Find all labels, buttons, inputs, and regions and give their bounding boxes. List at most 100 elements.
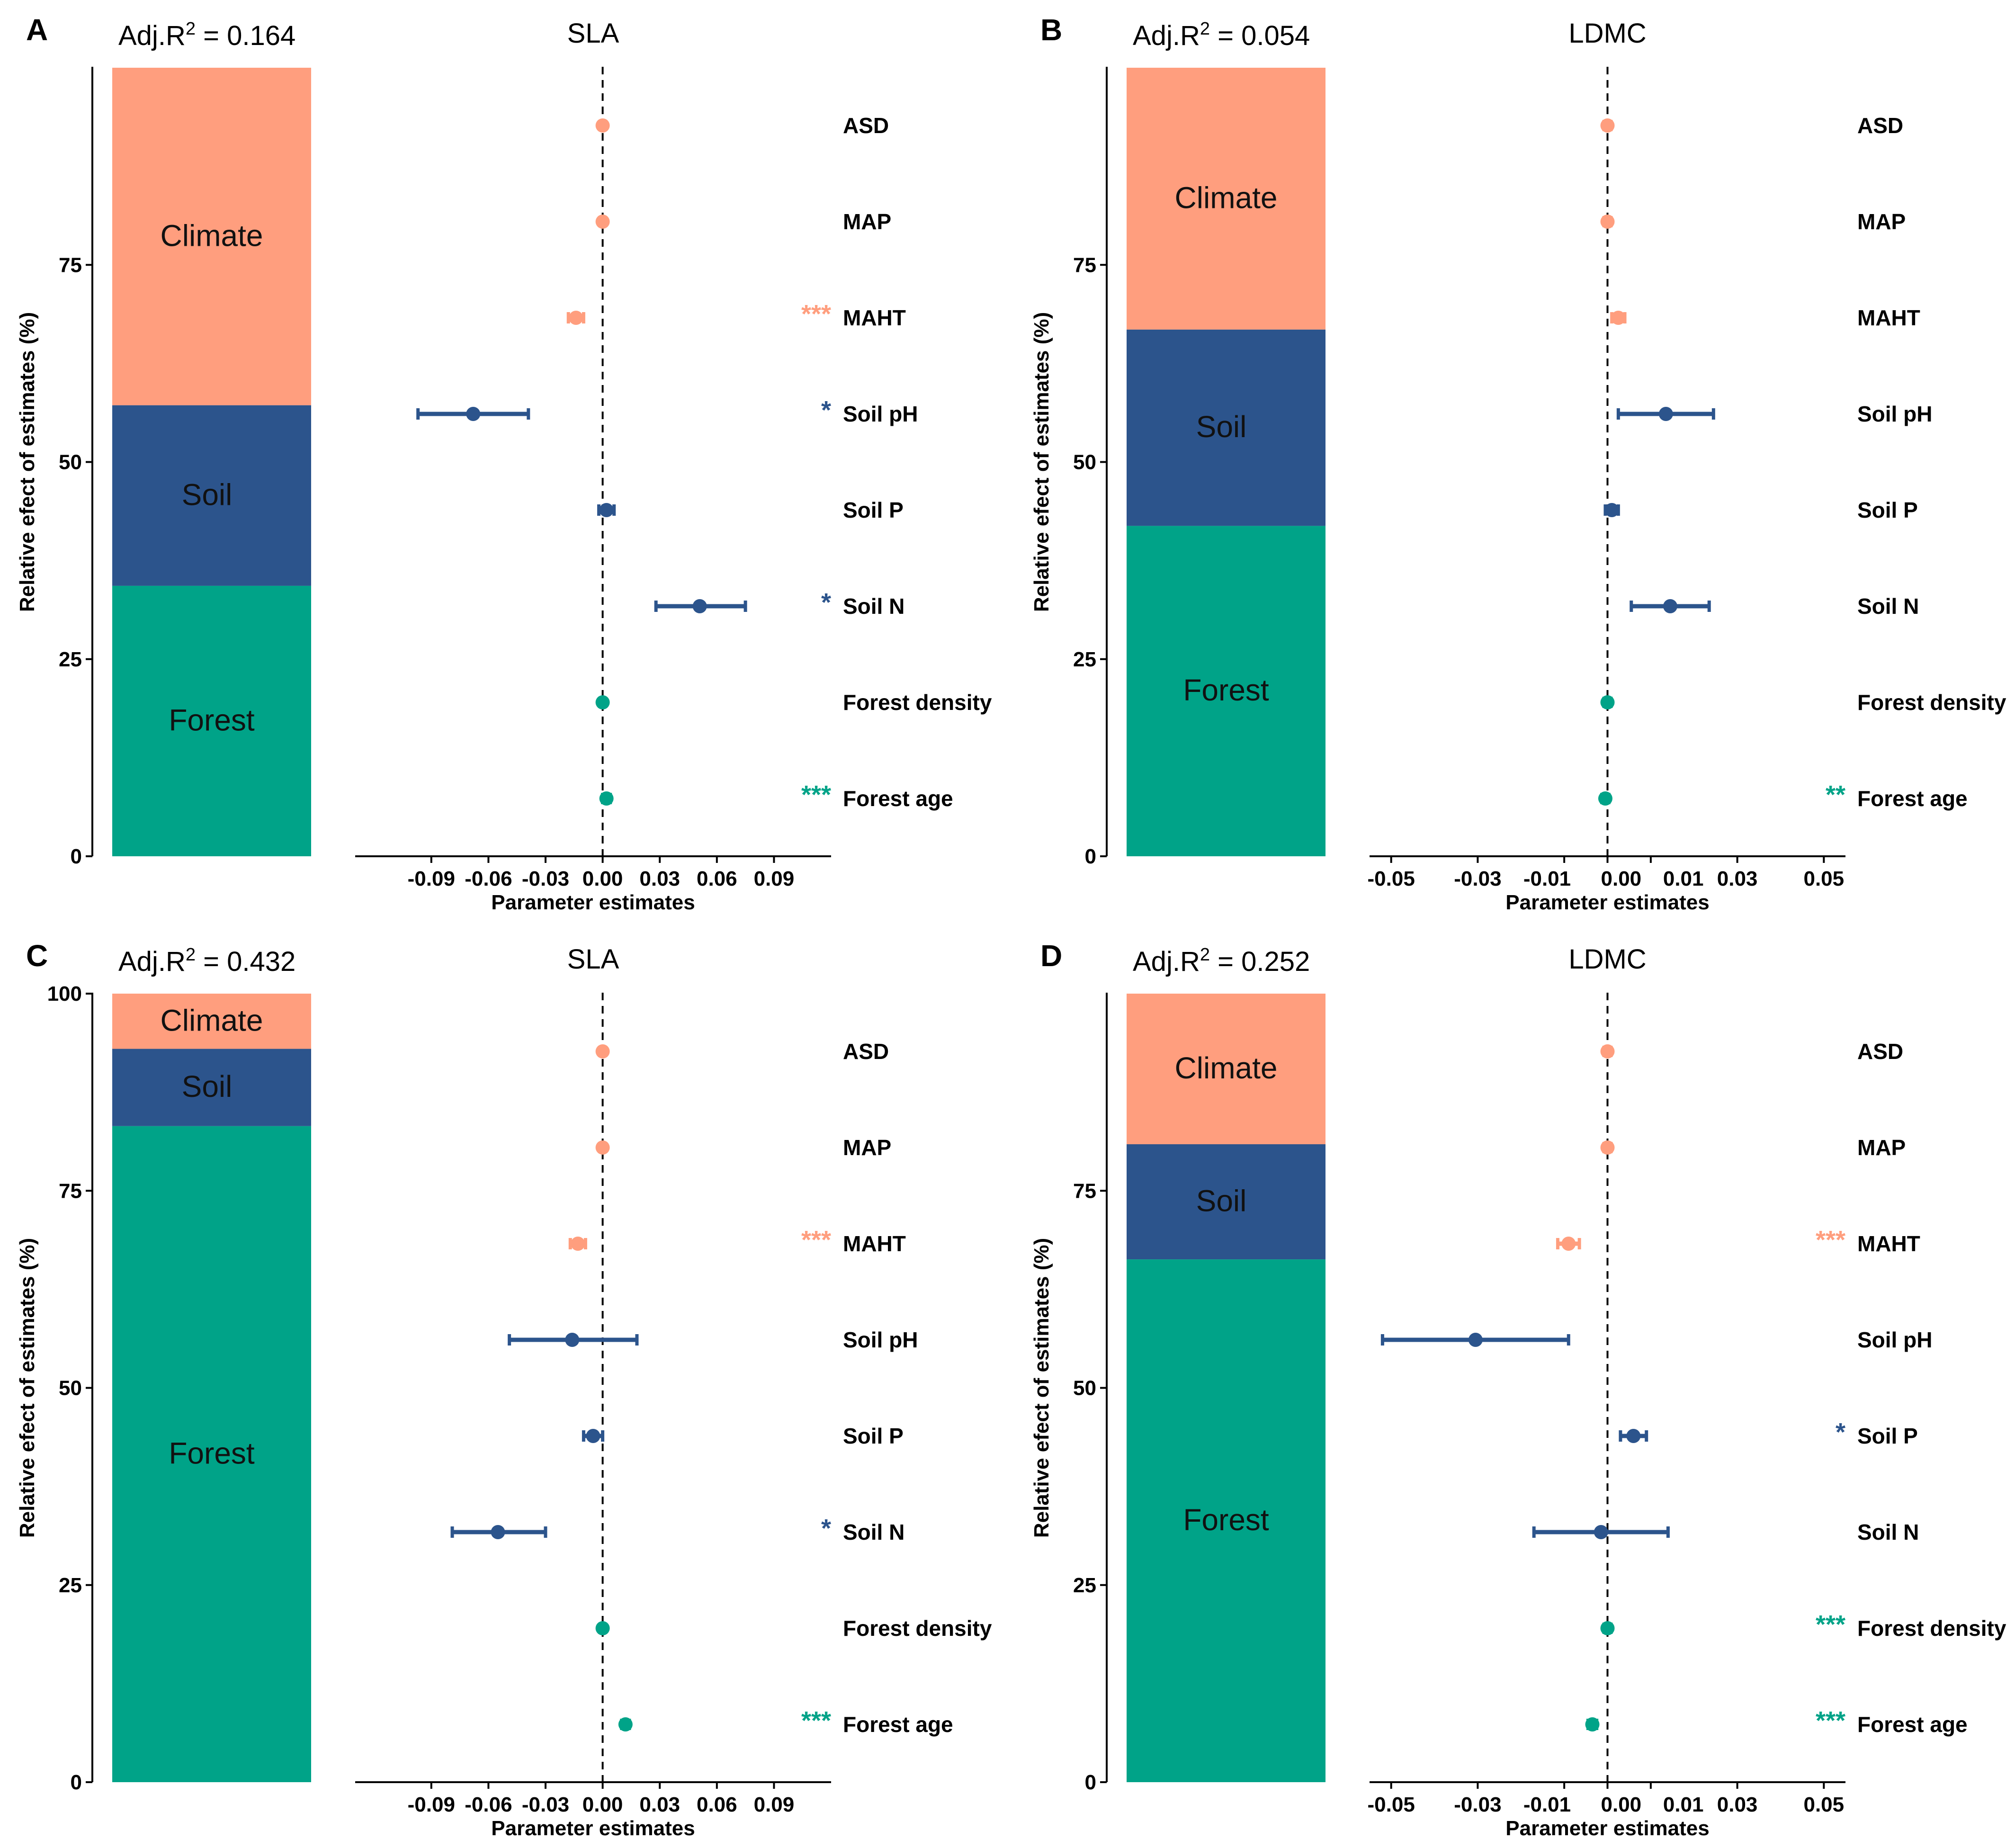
predictor-label: Soil P <box>1857 1424 1918 1448</box>
bar-segment-label: Soil <box>182 1069 233 1103</box>
adj-r2-prefix: Adj.R <box>1133 946 1200 977</box>
significance-marker: *** <box>801 300 831 328</box>
estimate-point <box>1600 695 1615 709</box>
y-tick-label: 50 <box>1073 1377 1096 1400</box>
bar-segment-climate <box>1127 994 1325 1145</box>
x-tick-label: 0.06 <box>697 867 737 890</box>
significance-marker: *** <box>1816 1610 1845 1639</box>
bar-segment-climate <box>112 994 311 1049</box>
bar-segment-label: Soil <box>1196 1184 1247 1218</box>
adj-r2-equals: = <box>196 946 227 977</box>
predictor-label: Soil P <box>843 498 904 522</box>
bar-segment-label: Forest <box>1183 1503 1269 1537</box>
predictor-label: Soil P <box>843 1424 904 1448</box>
predictor-label: MAHT <box>843 1231 906 1256</box>
panel-letter: C <box>26 939 48 973</box>
panel-b: B Adj.R2 = 0.054 LDMC Forest Soil Climate 0 25 5… <box>1030 13 2006 914</box>
bar-segment-soil <box>1127 1144 1325 1260</box>
bar-segment-soil <box>112 1049 311 1126</box>
estimate-point <box>569 311 583 325</box>
predictor-label: MAHT <box>1857 305 1920 330</box>
trait-title: SLA <box>567 18 619 49</box>
x-tick-label: -0.06 <box>465 867 512 890</box>
x-axis-title: Parameter estimates <box>491 1817 695 1840</box>
x-tick-label: 0.01 <box>1663 867 1704 890</box>
adj-r2-prefix: Adj.R <box>118 20 186 51</box>
estimate-point <box>1626 1429 1641 1443</box>
x-tick-label: -0.03 <box>1454 1793 1501 1816</box>
estimate-point <box>599 503 614 517</box>
y-tick-label: 100 <box>47 982 82 1005</box>
y-tick-label: 75 <box>1073 253 1096 277</box>
bar-segment-soil <box>1127 329 1325 526</box>
predictor-label: MAP <box>843 1135 891 1160</box>
x-tick-label: -0.05 <box>1368 1793 1415 1816</box>
predictor-label: Forest age <box>843 786 953 811</box>
estimate-point <box>599 791 614 806</box>
significance-marker: * <box>821 396 831 424</box>
x-tick-label: -0.01 <box>1523 1793 1571 1816</box>
estimate-point <box>1598 791 1612 806</box>
significance-marker: *** <box>1816 1706 1845 1735</box>
y-tick-label: 75 <box>59 1179 82 1202</box>
predictor-label: Forest density <box>843 690 992 715</box>
y-tick-label: 0 <box>1085 1771 1096 1794</box>
x-tick-label: 0.09 <box>754 1793 795 1816</box>
predictor-label: MAP <box>1857 1135 1906 1160</box>
bar-segment-label: Forest <box>169 1436 255 1470</box>
predictor-label: Forest density <box>1857 1616 2006 1641</box>
y-tick-label: 0 <box>71 845 82 868</box>
adj-r2-prefix: Adj.R <box>118 946 186 977</box>
bar-segment-label: Forest <box>169 703 255 737</box>
bar-segment-forest <box>1127 1259 1325 1782</box>
x-tick-label: -0.03 <box>522 867 569 890</box>
y-tick-label: 25 <box>1073 1574 1096 1597</box>
x-tick-label: 0.03 <box>639 1793 680 1816</box>
x-axis-title: Parameter estimates <box>491 891 695 914</box>
bar-segment-forest <box>1127 526 1325 856</box>
bar-segment-climate <box>112 68 311 405</box>
predictor-label: Forest density <box>1857 690 2006 715</box>
predictor-label: Forest density <box>843 1616 992 1641</box>
x-tick-label: -0.03 <box>1454 867 1501 890</box>
adj-r2-equals: = <box>196 20 227 51</box>
estimate-point <box>1594 1525 1608 1539</box>
predictor-label: Forest age <box>1857 786 1968 811</box>
significance-marker: *** <box>801 780 831 809</box>
adj-r2-prefix: Adj.R <box>1133 20 1200 51</box>
x-tick-label: -0.03 <box>522 1793 569 1816</box>
estimate-point <box>595 695 610 709</box>
bar-segment-forest <box>112 585 311 856</box>
adj-r2-value: 0.054 <box>1241 20 1310 51</box>
y-tick-label: 25 <box>1073 648 1096 671</box>
x-tick-label: 0.05 <box>1803 867 1844 890</box>
estimate-point <box>1604 503 1619 517</box>
adj-r2-equals: = <box>1210 20 1241 51</box>
panel-c: C Adj.R2 = 0.432 SLA Forest Soil Climate 0 25 50… <box>16 939 992 1840</box>
predictor-label: Soil pH <box>1857 1328 1932 1352</box>
estimate-point <box>1663 599 1677 613</box>
predictor-label: MAP <box>843 209 891 234</box>
panel-d: D Adj.R2 = 0.252 LDMC Forest Soil Climate 0 25 5… <box>1030 939 2006 1840</box>
significance-marker: *** <box>801 1706 831 1735</box>
adj-r2-superscript: 2 <box>186 19 196 39</box>
significance-marker: * <box>821 1514 831 1543</box>
estimate-point <box>491 1525 505 1539</box>
y-tick-label: 75 <box>59 253 82 277</box>
bar-segment-label: Soil <box>182 477 233 511</box>
predictor-label: Soil pH <box>843 402 918 426</box>
y-tick-label: 50 <box>1073 451 1096 474</box>
y-tick-label: 25 <box>59 1574 82 1597</box>
x-tick-label: -0.01 <box>1523 867 1571 890</box>
adj-r2-label: Adj.R2 = 0.054 <box>1133 19 1310 51</box>
adj-r2-label: Adj.R2 = 0.432 <box>118 945 296 977</box>
trait-title: LDMC <box>1568 944 1646 975</box>
y-tick-label: 0 <box>1085 845 1096 868</box>
x-tick-label: 0.00 <box>582 867 623 890</box>
predictor-label: MAHT <box>1857 1231 1920 1256</box>
x-tick-label: -0.09 <box>408 1793 455 1816</box>
x-tick-label: 0.03 <box>1717 1793 1758 1816</box>
estimate-point <box>1611 311 1626 325</box>
y-tick-label: 50 <box>59 1377 82 1400</box>
